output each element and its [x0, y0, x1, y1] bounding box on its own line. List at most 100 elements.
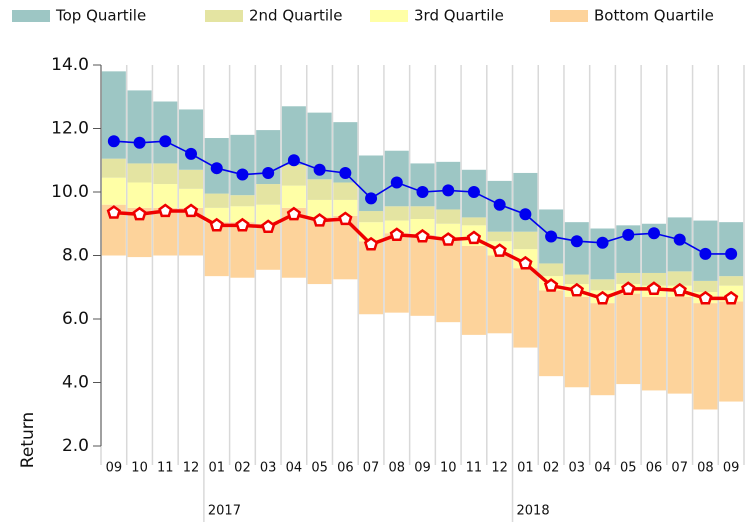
marker: [621, 281, 636, 295]
year-label: 2017: [208, 504, 241, 519]
x-tick-label: 03: [569, 461, 586, 476]
marker: [518, 255, 533, 270]
bar-segment: [487, 231, 512, 242]
bar-segment: [153, 101, 178, 164]
bar-segment: [256, 204, 281, 224]
y-axis-label: Return: [18, 412, 38, 468]
bar-segment: [461, 217, 486, 226]
marker: [338, 211, 353, 226]
x-tick-label: 03: [260, 461, 277, 476]
x-tick-label: 05: [620, 461, 637, 476]
marker: [159, 135, 172, 148]
x-tick-label: 04: [594, 461, 611, 476]
marker: [543, 278, 559, 292]
bar-segment: [513, 172, 538, 232]
marker: [699, 247, 712, 260]
bar-segment: [641, 272, 666, 286]
y-tick-label: 14.0: [51, 55, 89, 75]
bar-segment: [693, 280, 718, 293]
y-tick-label: 10.0: [51, 182, 89, 202]
bar-segment: [101, 177, 126, 205]
year-label: 2018: [517, 504, 550, 519]
marker: [723, 290, 739, 305]
marker: [570, 235, 583, 248]
bar-segment: [307, 217, 332, 285]
bar-segment: [256, 184, 281, 205]
x-tick-label: 08: [697, 461, 714, 476]
bar-segment: [641, 296, 666, 391]
bar-segment: [436, 238, 461, 323]
bar-segment: [281, 185, 306, 208]
legend-swatch: [550, 10, 588, 22]
marker: [261, 219, 276, 234]
marker: [492, 243, 507, 257]
marker: [339, 166, 352, 179]
legend-label: 3rd Quartile: [414, 7, 504, 25]
bar-segment: [307, 179, 332, 200]
marker: [363, 236, 379, 251]
x-tick-label: 01: [208, 461, 225, 476]
marker: [647, 227, 660, 240]
x-tick-label: 09: [106, 461, 123, 476]
bar-segment: [487, 255, 512, 334]
marker: [262, 166, 275, 179]
marker: [133, 136, 146, 149]
y-tick-label: 12.0: [51, 119, 89, 139]
marker: [442, 184, 455, 197]
y-tick-label: 2.0: [62, 436, 89, 456]
bar-segment: [384, 233, 409, 313]
x-tick-label: 10: [131, 461, 148, 476]
y-tick-label: 6.0: [62, 309, 89, 329]
x-tick-label: 10: [440, 461, 457, 476]
bar-segment: [590, 279, 615, 291]
bar-segment: [127, 90, 152, 164]
bar-segment: [436, 223, 461, 239]
marker: [545, 230, 558, 243]
legend-label: Top Quartile: [55, 7, 146, 25]
marker: [312, 213, 327, 227]
x-tick-label: 08: [389, 461, 406, 476]
bar-segment: [539, 263, 564, 277]
marker: [415, 228, 430, 243]
bar-segment: [204, 207, 229, 223]
marker: [698, 290, 713, 305]
marker: [672, 282, 687, 297]
bar-segment: [384, 206, 409, 221]
bar-segment: [204, 193, 229, 208]
legend-label: Bottom Quartile: [594, 7, 714, 25]
bar-segment: [359, 211, 384, 223]
bar-segment: [410, 206, 435, 219]
bar-segment: [410, 234, 435, 316]
x-tick-label: 02: [543, 461, 560, 476]
bar-segment: [513, 268, 538, 348]
marker: [467, 186, 480, 198]
x-tick-label: 04: [286, 461, 303, 476]
marker: [725, 247, 738, 260]
bar-segment: [667, 296, 692, 394]
bar-segment: [539, 290, 564, 377]
bar-segment: [616, 293, 641, 385]
bar-segment: [564, 274, 589, 285]
bar-segment: [127, 182, 152, 208]
x-tick-label: 12: [183, 461, 200, 476]
marker: [185, 147, 198, 160]
bar-segment: [230, 206, 255, 223]
x-tick-label: 02: [234, 461, 251, 476]
x-tick-label: 01: [517, 461, 534, 476]
x-tick-label: 07: [671, 461, 688, 476]
bar-segment: [153, 184, 178, 208]
bar-segment: [359, 241, 384, 315]
bar-segment: [719, 301, 744, 402]
marker: [313, 163, 326, 176]
marker: [673, 233, 686, 246]
bar-segment: [307, 199, 332, 218]
bar-segment: [461, 245, 486, 335]
bar-segment: [333, 182, 358, 200]
bar-segment: [667, 271, 692, 286]
marker: [132, 206, 147, 221]
bar-segment: [719, 276, 744, 286]
bar-segment: [564, 222, 589, 275]
marker: [646, 281, 662, 295]
